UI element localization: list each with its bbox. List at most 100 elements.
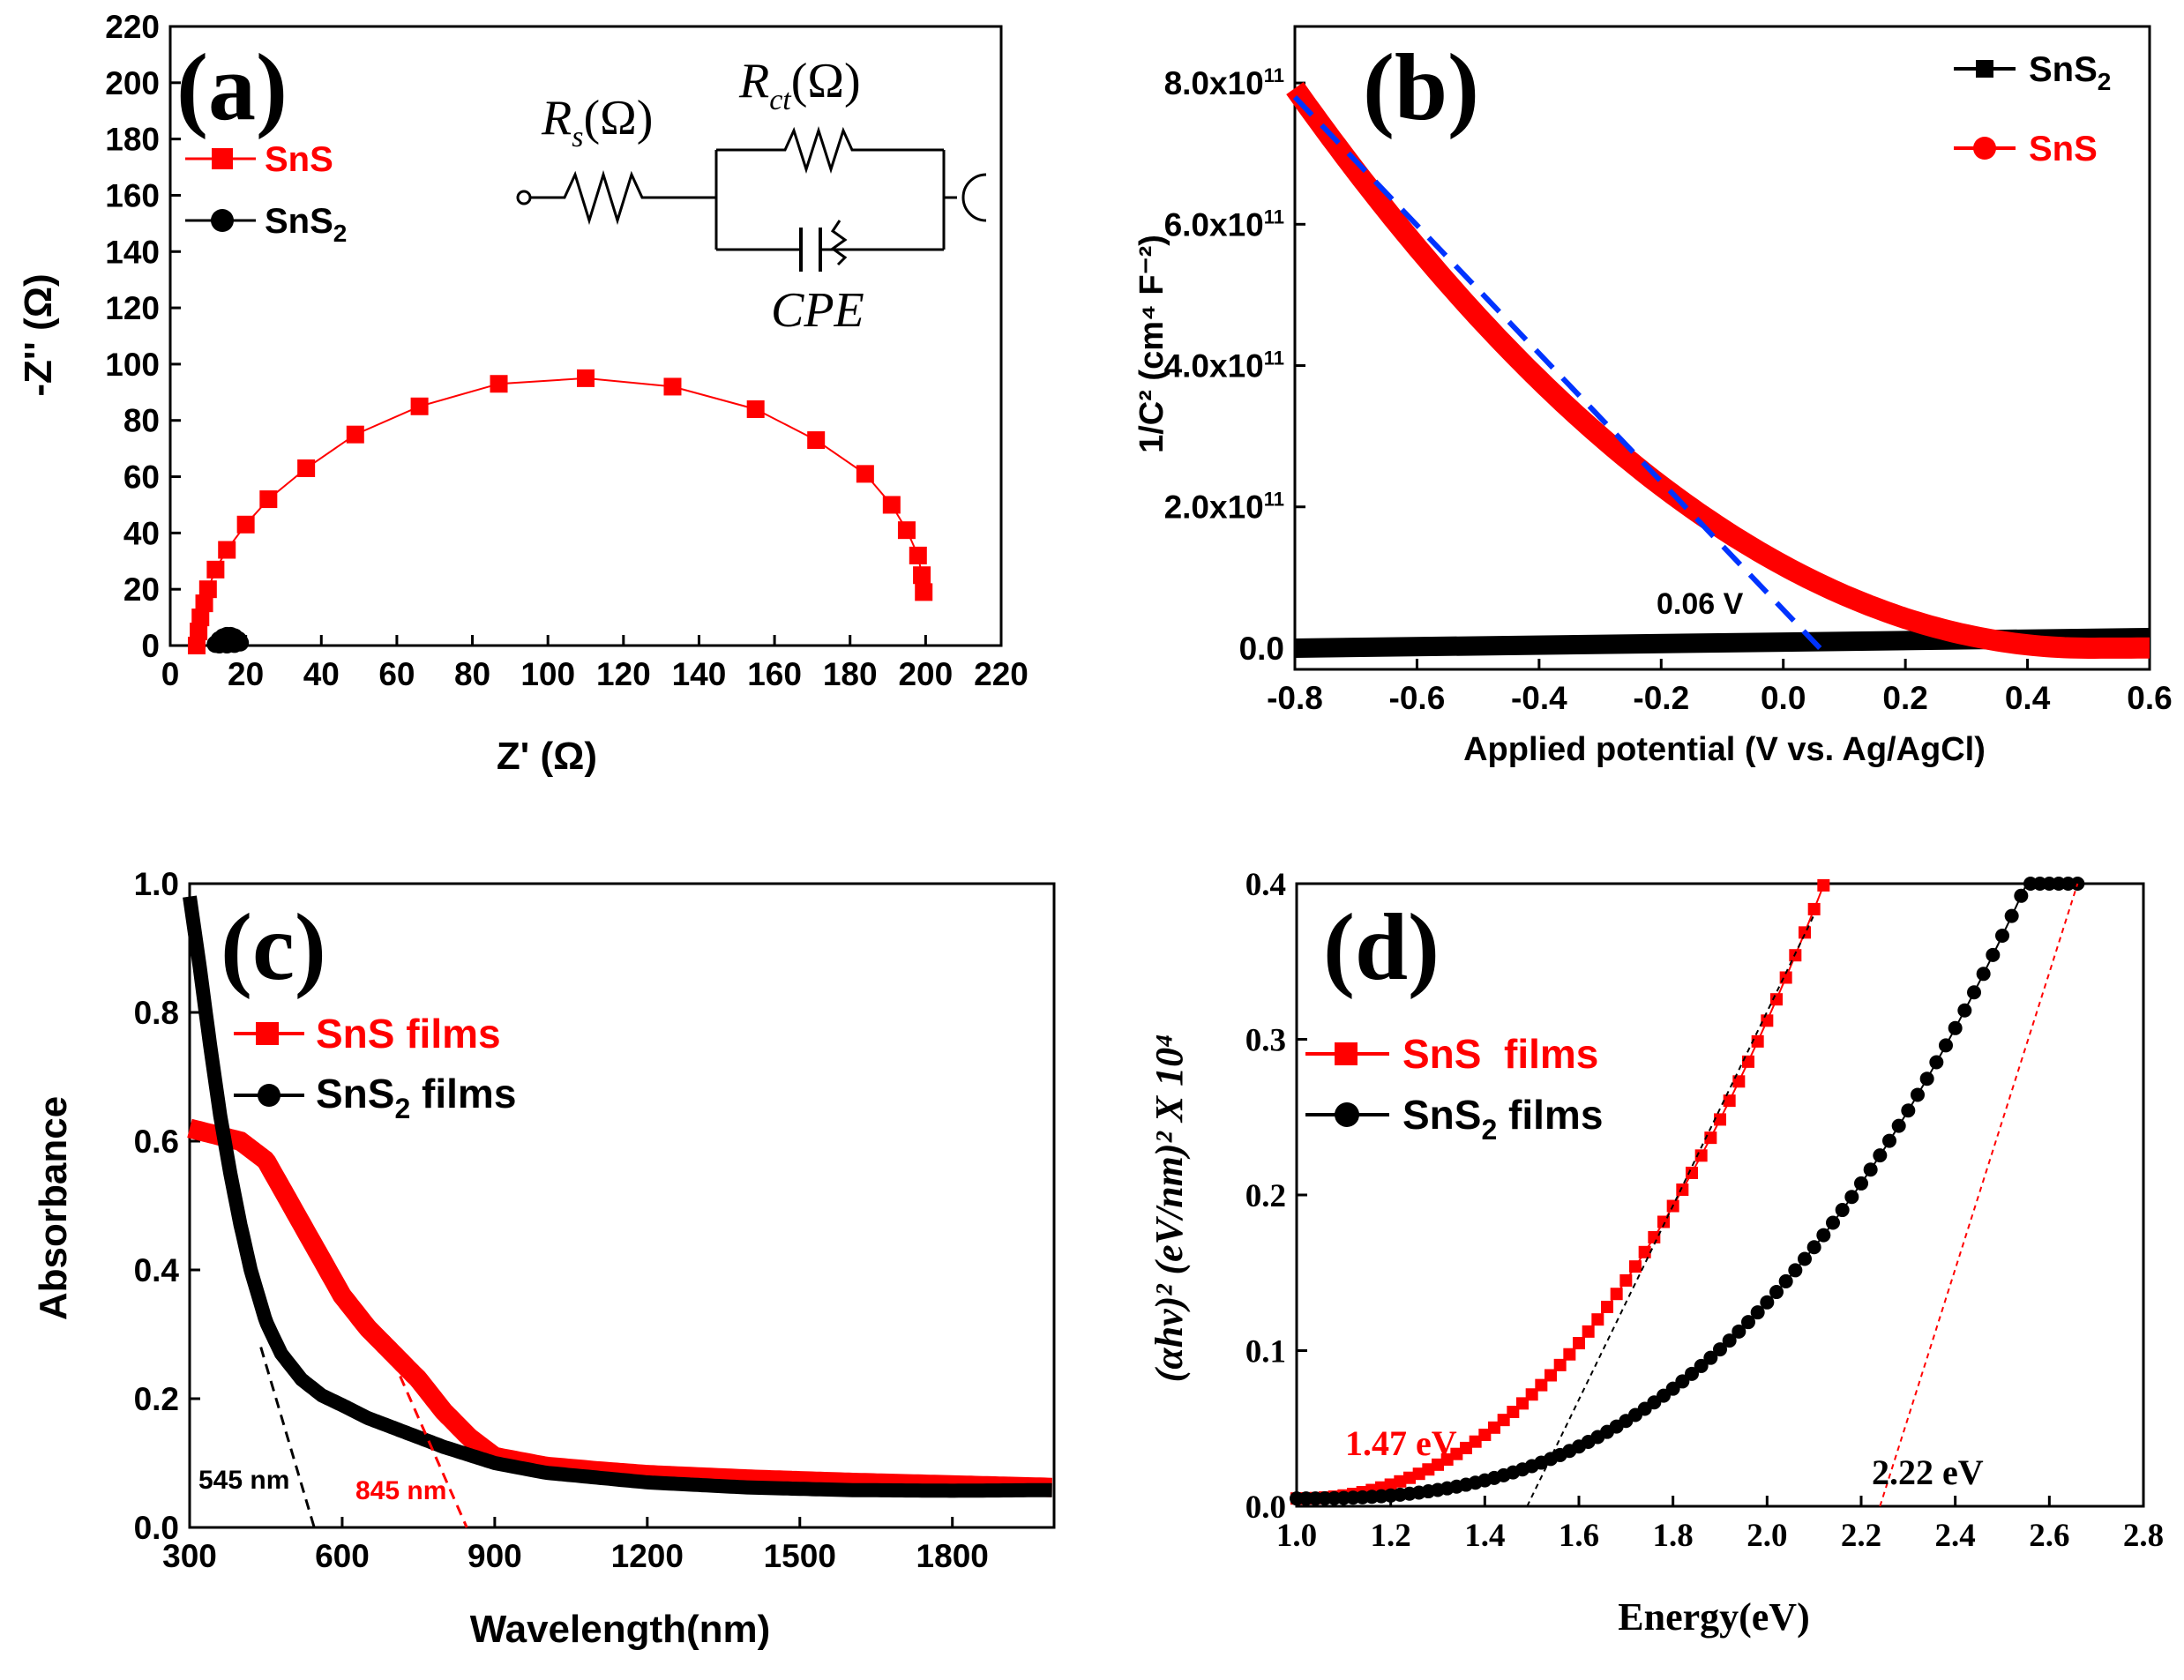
legend-c-sns-label: SnS films	[316, 1011, 501, 1057]
sns2-tauc-point	[1798, 1251, 1812, 1266]
panel-d-y-label: (αhν)² (eV/nm)² X 10⁴	[1148, 1034, 1191, 1383]
sns-tauc-point	[1610, 1288, 1623, 1301]
sns-data-point	[346, 425, 364, 444]
x-tick-label: 1500	[764, 1538, 836, 1574]
sns-tauc-point	[1507, 1406, 1520, 1419]
sns-tauc-point	[1742, 1055, 1754, 1068]
x-tick-label: 20	[228, 656, 264, 692]
series-SnS-line	[196, 377, 925, 646]
sns-data-point	[297, 459, 316, 477]
x-tick-label: 0.6	[2127, 680, 2172, 716]
sns-data-point	[218, 541, 236, 559]
panel-a-data	[187, 369, 933, 654]
sns2-tauc-point	[2070, 877, 2085, 891]
sns2-tauc-point	[1929, 1055, 1944, 1070]
sns-tauc-point	[1714, 1113, 1726, 1126]
sns-data-point	[663, 377, 682, 396]
sns-tauc-point	[1553, 1358, 1567, 1371]
x-tick-label: 120	[596, 656, 651, 692]
sns-tauc-point	[1761, 1014, 1774, 1027]
sns2-tauc-point	[1882, 1133, 1896, 1148]
x-tick-label: 1.8	[1653, 1518, 1694, 1554]
y-tick-label: 60	[123, 459, 160, 496]
sns2-tauc-point	[1863, 1162, 1878, 1177]
legend-c-sns2-marker	[258, 1084, 280, 1107]
y-tick-label: 0.2	[1245, 1178, 1286, 1214]
sns-tauc-point	[1657, 1215, 1670, 1228]
x-tick-label: 80	[454, 656, 490, 692]
sns-data-point	[909, 546, 927, 564]
sns2-tauc-point	[2014, 888, 2029, 903]
sns2-tauc-point	[1854, 1176, 1868, 1191]
y-tick-label: 6.0x1011	[1164, 205, 1284, 243]
sns-tauc-point	[1817, 878, 1830, 892]
panel-b-data	[1286, 82, 2150, 659]
panel-a-label: (a)	[176, 35, 288, 140]
sns2-tauc-point	[1760, 1295, 1775, 1310]
x-tick-label: 180	[823, 656, 878, 692]
x-tick-label: 900	[467, 1538, 522, 1574]
y-tick-label: 140	[105, 234, 160, 270]
y-tick-label: 0.6	[134, 1124, 179, 1160]
sns-tauc-point	[1403, 1471, 1416, 1484]
sns-tauc-point	[1516, 1397, 1529, 1410]
x-tick-label: 1.4	[1464, 1518, 1505, 1554]
x-tick-label: 0.0	[1761, 680, 1806, 716]
sns-tauc-point	[1648, 1230, 1661, 1243]
panel-a-x-label: Z' (Ω)	[497, 735, 597, 778]
sns2-tauc-point	[1844, 1190, 1859, 1205]
panel-c-x-label: Wavelength(nm)	[470, 1608, 771, 1651]
rct-resistor	[716, 126, 944, 174]
rs-resistor	[530, 169, 716, 226]
x-tick-label: 0.2	[1882, 680, 1927, 716]
sns2-tauc-point	[1694, 1358, 1709, 1373]
panel-b-x-label: Applied potential (V vs. Ag/AgCl)	[1463, 731, 1986, 768]
panel-d-x-label: Energy(eV)	[1618, 1595, 1810, 1639]
y-tick-label: 20	[123, 571, 160, 608]
y-tick-label: 0.0	[1239, 631, 1284, 667]
x-tick-label: -0.2	[1633, 680, 1689, 716]
panel-a-x-ticks: 0 20 40 60 80 100 120 140 160 180 200 220	[161, 635, 1028, 692]
legend-c-sns-marker	[256, 1022, 279, 1045]
panel-b-y-label: 1/C² (cm⁴ F⁻²)	[1133, 235, 1171, 453]
sns2-tauc-point	[1806, 1240, 1821, 1255]
panel-d-annotation-147: 1.47 eV	[1345, 1423, 1457, 1463]
panel-b-y-ticks: 0.0 2.0x1011 4.0x1011 6.0x1011 8.0x1011	[1164, 64, 1305, 667]
sns2-tangent-line	[259, 1347, 316, 1528]
panel-c-y-label: Absorbance	[32, 1096, 75, 1320]
x-tick-label: 2.2	[1841, 1518, 1881, 1554]
sns-data-point	[915, 583, 933, 601]
y-tick-label: 200	[105, 65, 160, 101]
sns2-tauc-point	[1826, 1215, 1840, 1230]
sns-tauc-point	[1751, 1034, 1764, 1048]
legend-b-sns-marker	[1973, 137, 1996, 160]
legend-sns-label: SnS	[265, 140, 333, 179]
x-tick-label: 1800	[916, 1538, 989, 1574]
panel-c-label: (c)	[221, 895, 326, 1000]
y-tick-label: 80	[123, 403, 160, 439]
panel-d-y-ticks: 0.0 0.1 0.2 0.3 0.4	[1245, 867, 1307, 1526]
sns-tauc-point	[1807, 902, 1821, 915]
x-tick-label: 1.2	[1371, 1518, 1411, 1554]
legend-d-sns-marker	[1335, 1042, 1358, 1065]
sns-tauc-point	[1601, 1300, 1613, 1313]
sns-data-point	[206, 560, 225, 579]
sns2-tauc-point	[1901, 1103, 1916, 1118]
sns2-tauc-point	[1967, 985, 1981, 1000]
sns2-tauc-point	[1911, 1087, 1925, 1102]
sns-data-point	[410, 397, 429, 415]
x-tick-label: -0.4	[1511, 680, 1567, 716]
y-tick-label: 0.3	[1245, 1023, 1286, 1059]
sns-tauc-point	[1582, 1325, 1595, 1338]
panel-b-label: (b)	[1363, 35, 1479, 140]
rs-label: Rs(Ω)	[541, 91, 653, 153]
sns-tauc-point	[1686, 1166, 1698, 1179]
x-tick-label: 200	[898, 656, 953, 692]
sns-data-point	[259, 490, 278, 509]
sns-mott-schottky-line	[1286, 82, 2150, 659]
circuit-electrode	[961, 173, 987, 222]
sns2-tauc-point	[1713, 1342, 1727, 1357]
sns-tauc-point	[1629, 1260, 1642, 1273]
x-tick-label: -0.8	[1267, 680, 1323, 716]
y-tick-label: 0.0	[1245, 1490, 1286, 1526]
